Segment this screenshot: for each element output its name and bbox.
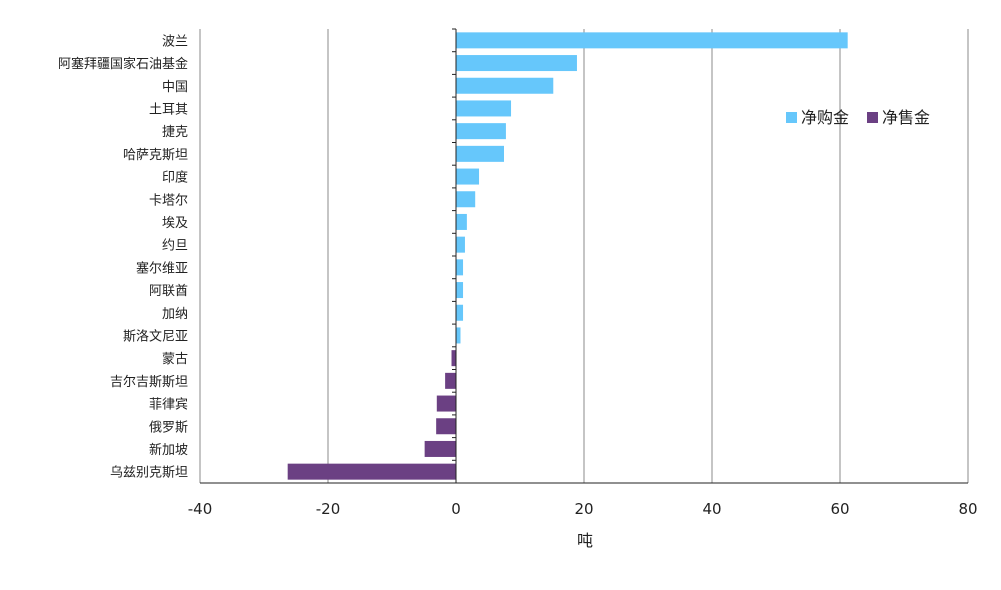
bar-7 xyxy=(456,191,476,208)
bar-19 xyxy=(287,463,456,480)
x-tick-label: 80 xyxy=(958,500,977,518)
legend-swatch-net-buy xyxy=(786,112,797,123)
category-label: 阿塞拜疆国家石油基金 xyxy=(58,56,188,72)
bar-15 xyxy=(445,372,456,389)
x-tick-label: 0 xyxy=(451,500,461,518)
category-label: 中国 xyxy=(162,80,188,95)
legend-swatch-net-sell xyxy=(867,112,878,123)
bar-12 xyxy=(456,304,464,321)
bar-5 xyxy=(456,145,504,162)
bar-11 xyxy=(456,282,464,299)
category-label: 波兰 xyxy=(162,34,188,49)
bar-9 xyxy=(456,236,465,253)
x-tick-label: 40 xyxy=(702,500,721,518)
category-label: 哈萨克斯坦 xyxy=(123,148,188,163)
axes xyxy=(200,28,968,484)
bar-2 xyxy=(456,77,554,94)
category-label: 卡塔尔 xyxy=(149,193,188,208)
x-tick-label: -40 xyxy=(188,500,213,518)
category-labels: 波兰阿塞拜疆国家石油基金中国土耳其捷克哈萨克斯坦印度卡塔尔埃及约旦塞尔维亚阿联酋… xyxy=(58,34,188,480)
bar-6 xyxy=(456,168,480,185)
category-label: 埃及 xyxy=(162,216,188,231)
x-tick-label: -20 xyxy=(316,500,341,518)
bar-1 xyxy=(456,55,577,72)
category-label: 印度 xyxy=(162,170,188,186)
category-label: 新加坡 xyxy=(149,442,188,458)
category-label: 吉尔吉斯斯坦 xyxy=(110,375,188,390)
bar-16 xyxy=(436,395,456,412)
category-label: 乌兹别克斯坦 xyxy=(110,465,188,481)
bar-17 xyxy=(436,418,456,435)
x-axis-title: 吨 xyxy=(577,531,593,550)
category-label: 约旦 xyxy=(162,239,188,254)
bar-3 xyxy=(456,100,512,117)
bar-14 xyxy=(451,350,456,367)
category-label: 捷克 xyxy=(162,125,188,140)
bar-0 xyxy=(456,32,848,49)
category-label: 斯洛文尼亚 xyxy=(123,329,188,344)
legend-label-net-sell: 净售金 xyxy=(882,108,930,127)
bars xyxy=(287,32,848,480)
bar-4 xyxy=(456,123,506,140)
category-label: 土耳其 xyxy=(149,102,188,117)
category-label: 塞尔维亚 xyxy=(136,260,188,276)
x-tick-label: 20 xyxy=(574,500,593,518)
gridlines xyxy=(199,29,969,483)
x-tick-labels: -40 -20 0 20 40 60 80 xyxy=(188,500,978,518)
category-label: 俄罗斯 xyxy=(149,420,188,435)
category-label: 菲律宾 xyxy=(149,397,188,413)
category-label: 蒙古 xyxy=(162,352,188,367)
legend-label-net-buy: 净购金 xyxy=(801,108,849,127)
x-tick-label: 60 xyxy=(830,500,849,518)
bar-13 xyxy=(456,327,461,344)
bar-10 xyxy=(456,259,464,276)
category-label: 阿联酋 xyxy=(149,283,188,299)
legend: 净购金 净售金 xyxy=(786,108,930,127)
category-label: 加纳 xyxy=(162,307,188,322)
bar-18 xyxy=(424,440,456,457)
bar-8 xyxy=(456,213,467,230)
